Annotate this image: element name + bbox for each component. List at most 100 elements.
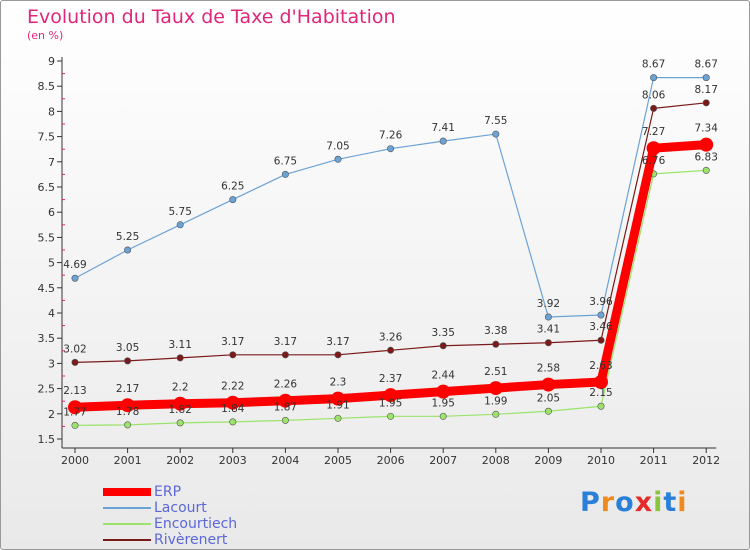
logo-letter: i: [653, 487, 664, 518]
data-point: [597, 311, 605, 319]
data-label: 2.44: [432, 370, 456, 382]
y-tick-label: 3.5: [38, 332, 56, 345]
data-label: 2.63: [589, 360, 612, 372]
chart-axes: 1.5 2 2.5 3 3.5 4 4.5 5 5.5 6 6.5 7 7.5 8 8.5 9 2000 2001…: [38, 55, 721, 467]
data-point: [544, 313, 552, 321]
data-point: [702, 74, 710, 82]
chart-unit: (en %): [27, 29, 64, 42]
x-tick-label: 2000: [61, 454, 89, 467]
data-point: [439, 137, 447, 145]
x-tick-label: 2006: [377, 454, 405, 467]
data-label: 1.84: [221, 403, 245, 415]
x-tick-label: 2007: [429, 454, 457, 467]
data-point: [702, 166, 710, 174]
data-label: 6.75: [274, 155, 297, 167]
data-label: 1.99: [484, 395, 507, 407]
data-point: [541, 377, 556, 392]
y-tick-label: 8.5: [38, 80, 56, 93]
data-label: 7.27: [642, 126, 665, 138]
data-point: [176, 354, 184, 362]
x-tick-label: 2003: [219, 454, 247, 467]
data-point: [124, 421, 132, 429]
data-label: 8.17: [695, 84, 718, 96]
data-label: 7.55: [484, 115, 507, 127]
x-tick-label: 2001: [114, 454, 142, 467]
chart-series: [68, 74, 714, 429]
data-label: 3.41: [537, 324, 560, 336]
y-tick-label: 5: [48, 257, 55, 270]
legend-label: ERP: [154, 484, 182, 500]
y-tick-label: 4.5: [38, 282, 56, 295]
data-label: 1.82: [169, 404, 192, 416]
y-tick-label: 6.5: [38, 181, 56, 194]
data-label: 1.77: [63, 406, 86, 418]
data-point: [71, 421, 79, 429]
data-label: 2.15: [589, 387, 612, 399]
data-point: [229, 196, 237, 204]
data-point: [334, 414, 342, 422]
data-point: [229, 418, 237, 426]
data-point: [281, 170, 289, 178]
legend-label: Lacourt: [154, 500, 207, 516]
data-point: [71, 358, 79, 366]
data-point: [594, 375, 608, 390]
data-point: [650, 104, 658, 112]
data-point: [439, 412, 447, 420]
data-label: 8.67: [695, 59, 718, 71]
x-tick-label: 2004: [271, 454, 299, 467]
data-label: 1.87: [274, 401, 297, 413]
data-label: 1.91: [326, 399, 349, 411]
data-point: [124, 357, 132, 365]
data-label: 3.35: [432, 327, 455, 339]
data-label: 6.83: [695, 151, 718, 163]
data-point: [702, 99, 710, 107]
data-label: 7.26: [379, 130, 403, 142]
data-label: 3.17: [326, 336, 349, 348]
data-label: 3.96: [589, 296, 613, 308]
y-tick-label: 5.5: [38, 231, 56, 244]
data-label: 3.17: [274, 336, 297, 348]
legend-swatch: [103, 488, 151, 496]
data-label: 5.25: [116, 231, 139, 243]
legend-swatch: [103, 539, 151, 541]
data-point: [544, 339, 552, 347]
data-labels: 2.13 2.17 2.2 2.22 2.26 2.3 2.37 2.44 2.51 2.58 2.…: [63, 59, 718, 419]
y-tick-label: 7: [48, 156, 55, 169]
data-point: [281, 416, 289, 424]
data-label: 6.76: [642, 155, 666, 167]
data-point: [383, 388, 398, 403]
data-label: 3.26: [379, 331, 403, 343]
x-tick-label: 2002: [166, 454, 194, 467]
logo-letter: t: [663, 487, 678, 518]
data-label: 2.17: [116, 383, 139, 395]
data-label: 3.38: [484, 325, 507, 337]
data-point: [387, 412, 395, 420]
data-point: [334, 351, 342, 359]
proxiti-logo: Proxiti: [580, 487, 688, 518]
data-label: 1.78: [116, 406, 139, 418]
legend-label: Rivèrenert: [154, 532, 228, 548]
data-label: 6.25: [221, 181, 244, 193]
data-point: [278, 393, 293, 408]
data-label: 4.69: [63, 259, 86, 271]
data-point: [439, 342, 447, 350]
data-label: 2.51: [484, 366, 507, 378]
y-tick-label: 7.5: [38, 131, 56, 144]
data-point: [173, 396, 188, 411]
data-point: [71, 274, 79, 282]
data-label: 2.22: [221, 381, 244, 393]
data-point: [492, 410, 500, 418]
y-tick-label: 1.5: [38, 433, 56, 446]
data-label: 7.41: [432, 122, 455, 134]
data-label: 3.17: [221, 336, 244, 348]
data-point: [544, 407, 552, 415]
data-label: 7.34: [695, 123, 719, 135]
chart-title: Evolution du Taux de Taxe d'Habitation: [27, 6, 396, 28]
legend-swatch: [103, 507, 151, 509]
data-label: 3.05: [116, 342, 139, 354]
data-point: [436, 384, 451, 399]
logo-letter: o: [615, 487, 635, 518]
x-tick-label: 2012: [692, 454, 720, 467]
data-label: 2.3: [330, 377, 347, 389]
